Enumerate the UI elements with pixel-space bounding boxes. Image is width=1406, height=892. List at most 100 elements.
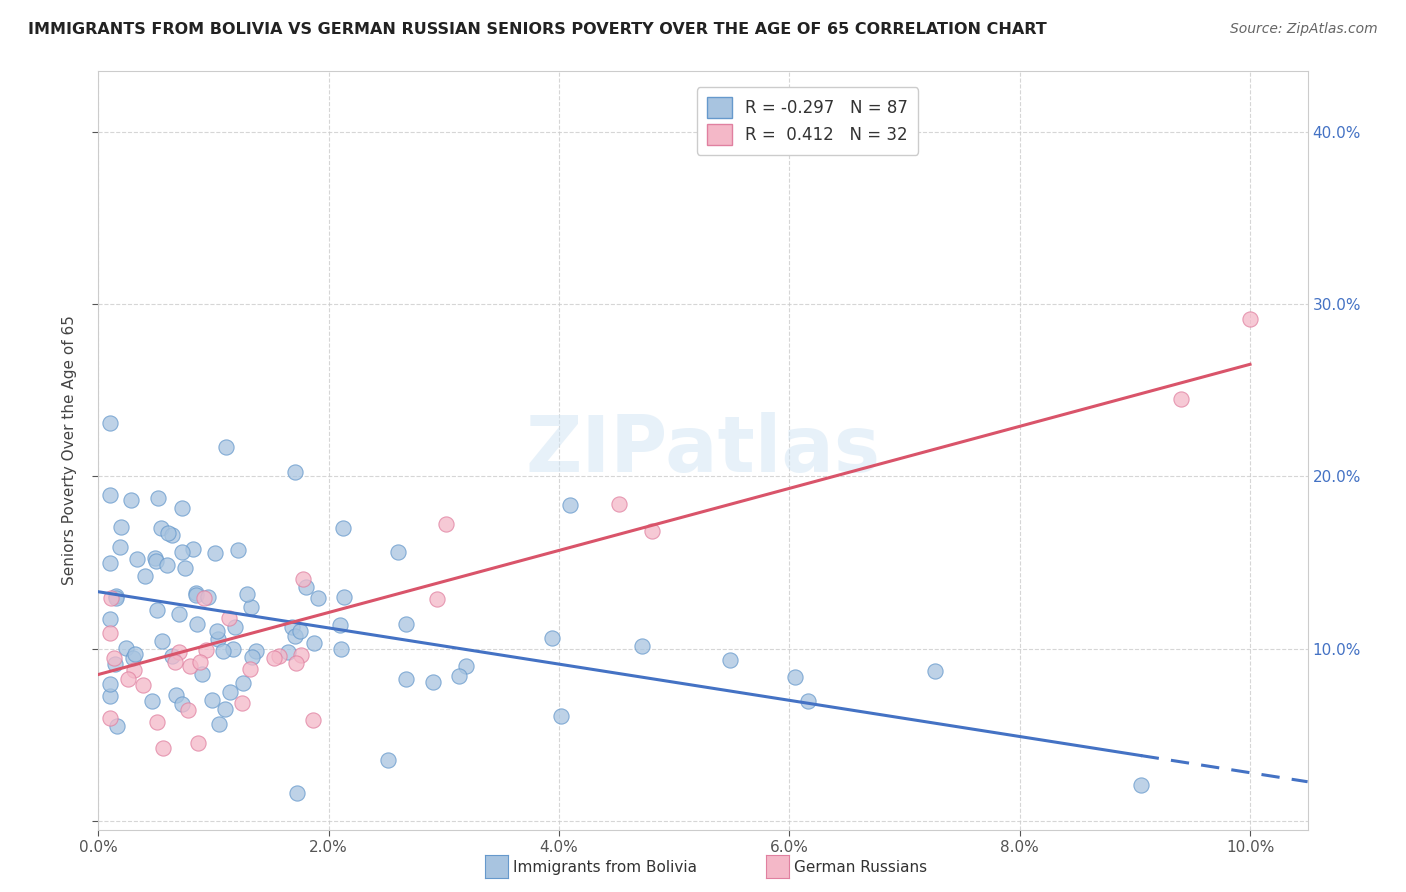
Point: [117, 672, 139, 686]
Point: [240, 600, 263, 615]
Point: [797, 694, 820, 708]
Point: [607, 496, 630, 510]
Point: [146, 715, 169, 730]
Point: [226, 543, 249, 558]
Point: [160, 648, 183, 663]
Point: [152, 741, 174, 756]
Point: [245, 643, 267, 657]
Point: [290, 648, 312, 663]
Point: [1129, 778, 1152, 792]
Point: [122, 663, 145, 677]
Text: German Russians: German Russians: [794, 860, 928, 874]
Text: Source: ZipAtlas.com: Source: ZipAtlas.com: [1230, 22, 1378, 37]
Point: [285, 786, 308, 800]
Point: [141, 693, 163, 707]
Point: [186, 617, 208, 632]
Point: [302, 713, 325, 727]
Point: [281, 620, 304, 634]
Point: [307, 591, 329, 606]
Point: [115, 640, 138, 655]
Point: [924, 664, 946, 678]
Point: [330, 641, 353, 656]
Point: [284, 465, 307, 479]
Point: [145, 554, 167, 568]
Point: [148, 491, 170, 505]
Point: [100, 591, 122, 606]
Point: [218, 610, 240, 624]
Point: [104, 591, 127, 605]
Point: [332, 521, 354, 535]
Point: [267, 648, 290, 663]
Point: [149, 521, 172, 535]
Point: [232, 676, 254, 690]
Point: [157, 526, 180, 541]
Point: [214, 701, 236, 715]
Point: [387, 545, 409, 559]
Point: [447, 668, 470, 682]
Point: [188, 656, 211, 670]
Point: [174, 560, 197, 574]
Point: [222, 641, 245, 656]
Point: [1239, 312, 1261, 326]
Point: [215, 440, 238, 454]
Point: [162, 528, 184, 542]
Point: [208, 717, 231, 731]
Point: [377, 753, 399, 767]
Point: [179, 659, 201, 673]
Point: [277, 645, 299, 659]
Point: [454, 658, 477, 673]
Point: [122, 650, 145, 665]
Point: [284, 629, 307, 643]
Point: [98, 626, 121, 640]
Point: [98, 556, 121, 570]
Point: [302, 636, 325, 650]
Point: [187, 736, 209, 750]
Point: [120, 493, 142, 508]
Point: [169, 607, 191, 621]
Point: [181, 541, 204, 556]
Point: [98, 488, 121, 502]
Point: [204, 546, 226, 560]
Point: [150, 634, 173, 648]
Point: [98, 416, 121, 430]
Point: [205, 624, 228, 639]
Point: [224, 619, 246, 633]
Point: [395, 616, 418, 631]
Point: [395, 672, 418, 686]
Point: [156, 558, 179, 573]
Point: [191, 667, 214, 681]
Point: [434, 516, 457, 531]
Point: [170, 697, 193, 711]
Point: [197, 590, 219, 604]
Point: [550, 708, 572, 723]
Point: [631, 639, 654, 653]
Point: [240, 650, 263, 665]
Point: [145, 603, 167, 617]
Point: [219, 684, 242, 698]
Text: ZIPatlas: ZIPatlas: [526, 412, 880, 489]
Point: [422, 675, 444, 690]
Point: [212, 644, 235, 658]
Point: [104, 657, 127, 671]
Point: [718, 653, 741, 667]
Point: [295, 580, 318, 594]
Point: [165, 688, 187, 702]
Point: [333, 590, 356, 604]
Text: Immigrants from Bolivia: Immigrants from Bolivia: [513, 860, 697, 874]
Point: [110, 519, 132, 533]
Point: [231, 697, 253, 711]
Point: [236, 586, 259, 600]
Point: [239, 661, 262, 675]
Point: [131, 678, 153, 692]
Point: [201, 692, 224, 706]
Point: [143, 551, 166, 566]
Point: [558, 498, 581, 512]
Point: [98, 711, 121, 725]
Point: [167, 645, 190, 659]
Point: [207, 632, 229, 647]
Point: [184, 588, 207, 602]
Point: [291, 572, 314, 586]
Point: [98, 689, 121, 703]
Point: [105, 589, 128, 603]
Legend: R = -0.297   N = 87, R =  0.412   N = 32: R = -0.297 N = 87, R = 0.412 N = 32: [697, 87, 918, 154]
